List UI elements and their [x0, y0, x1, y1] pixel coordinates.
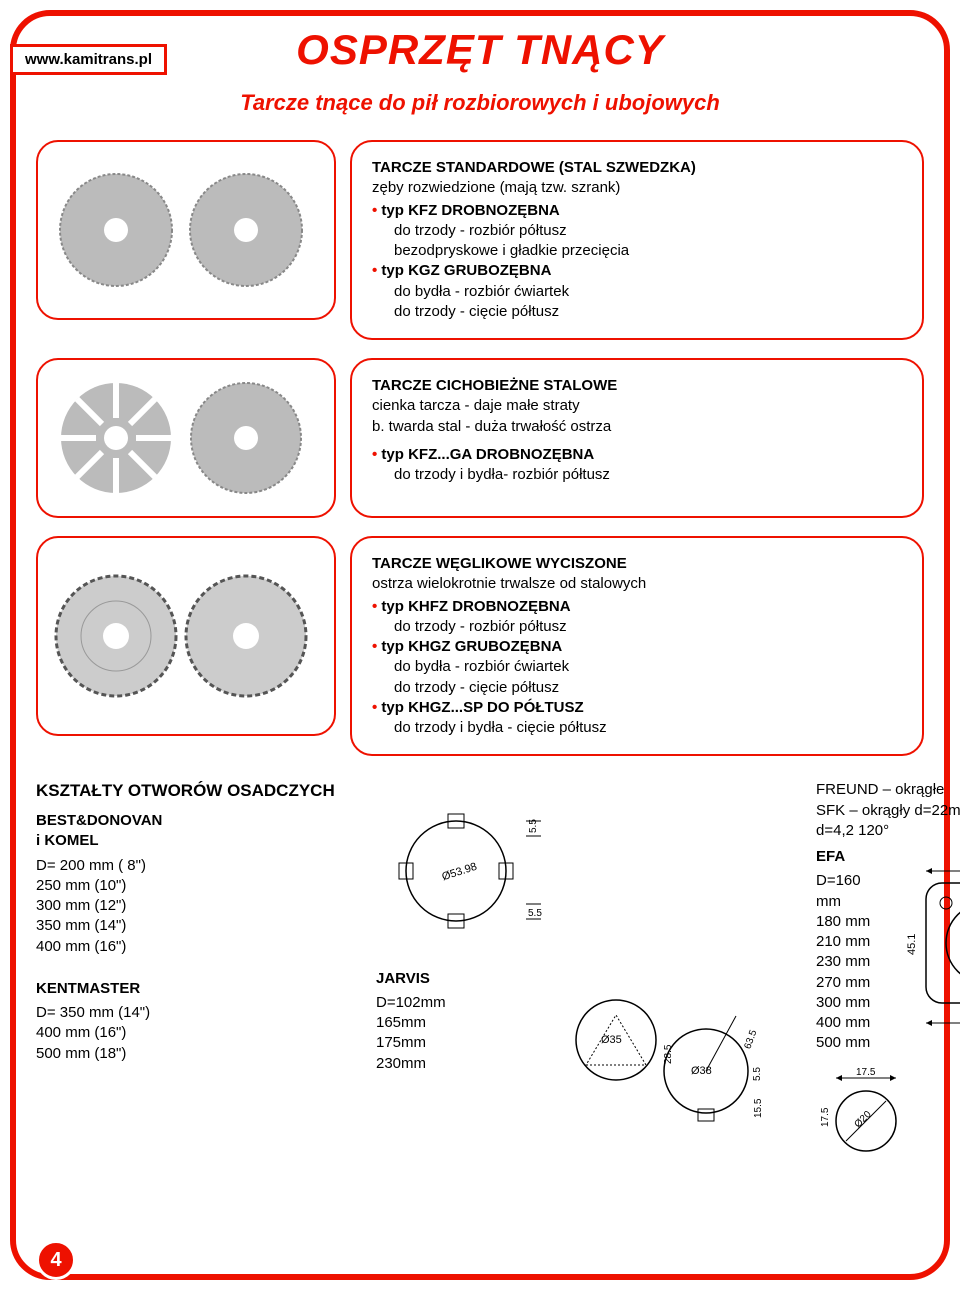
- efa-title: EFA: [816, 847, 886, 867]
- jv-row-3: 230mm: [376, 1054, 576, 1074]
- row-3: TARCZE WĘGLIKOWE WYCISZONE ostrza wielok…: [36, 536, 924, 756]
- efa-row-0: D=160 mm: [816, 871, 886, 912]
- efa-lw: 17.5: [856, 1067, 876, 1078]
- jv-row-2: 175mm: [376, 1033, 576, 1053]
- efa-sq-bore-diagram: Ø32 27.1: [956, 1066, 960, 1176]
- box1-item0-line0: do trzody - rozbiór półtusz: [372, 221, 902, 241]
- box1-sub: zęby rozwiedzione (mają tzw. szrank): [372, 178, 902, 198]
- efa-small-bore-diagram: 17.5 Ø20 17.5: [816, 1066, 936, 1176]
- bestdonovan-title: BEST&DONOVAN i KOMEL: [36, 811, 356, 852]
- box3-item0-line0: do trzody - rozbiór półtusz: [372, 617, 902, 637]
- sawblade-slots-icon: [46, 368, 326, 508]
- box3-item2-line0: do trzody i bydła - cięcie półtusz: [372, 718, 902, 738]
- box1-item-1: typ KGZ GRUBOZĘBNA do bydła - rozbiór ćw…: [372, 261, 902, 322]
- efa-bore-diagram: 45.1 Ø50 45.1 62 62: [896, 853, 960, 1043]
- box2-item-0: typ KFZ...GA DROBNOZĘBNA do trzody i byd…: [372, 445, 902, 486]
- bd-dia-label: Ø53.98: [440, 861, 478, 884]
- row-2: TARCZE CICHOBIEŻNE STALOWE cienka tarcza…: [36, 358, 924, 518]
- box1-heading: TARCZE STANDARDOWE (STAL SZWEDZKA): [372, 158, 902, 178]
- jv-dim3: 15.5: [753, 1098, 764, 1118]
- efa-row-6: 400 mm: [816, 1013, 886, 1033]
- box3-item-0: typ KHFZ DROBNOZĘBNA do trzody - rozbiór…: [372, 597, 902, 638]
- efa-row-1: 180 mm: [816, 912, 886, 932]
- box3-item-2: typ KHGZ...SP DO PÓŁTUSZ do trzody i byd…: [372, 698, 902, 739]
- text-box-2: TARCZE CICHOBIEŻNE STALOWE cienka tarcza…: [350, 358, 924, 518]
- sawblade-pair-icon: [46, 150, 326, 310]
- jv-row-0: D=102mm: [376, 993, 576, 1013]
- page-title: OSPRZĘT TNĄCY: [36, 26, 924, 74]
- box3-sub: ostrza wielokrotnie trwalsze od stalowyc…: [372, 574, 902, 594]
- text-box-1: TARCZE STANDARDOWE (STAL SZWEDZKA) zęby …: [350, 140, 924, 340]
- box3-heading: TARCZE WĘGLIKOWE WYCISZONE: [372, 554, 902, 574]
- box1-item1-line0: do bydła - rozbiór ćwiartek: [372, 282, 902, 302]
- bd-dim2: 5.5: [528, 908, 542, 919]
- box1-item-0: typ KFZ DROBNOZĘBNA do trzody - rozbiór …: [372, 201, 902, 262]
- box2-item0-line0: do trzody i bydła- rozbiór półtusz: [372, 465, 902, 485]
- km-row-2: 500 mm (18"): [36, 1044, 356, 1064]
- jv-dim1: 63.5: [742, 1028, 759, 1050]
- text-box-3: TARCZE WĘGLIKOWE WYCISZONE ostrza wielok…: [350, 536, 924, 756]
- page-number: 4: [36, 1240, 76, 1280]
- efa-row-2: 210 mm: [816, 932, 886, 952]
- box3-item2-label: typ KHGZ...SP DO PÓŁTUSZ: [381, 699, 583, 716]
- efa-row-3: 230 mm: [816, 952, 886, 972]
- sawblade-carbide-icon: [46, 546, 326, 726]
- blade-image-3: [36, 536, 336, 736]
- bd-bore-diagram: Ø53.98 5.5 5.5: [376, 786, 556, 956]
- jv-dim2: 5.5: [752, 1066, 763, 1080]
- box3-item-1: typ KHGZ GRUBOZĘBNA do bydła - rozbiór ć…: [372, 637, 902, 698]
- jv-row-1: 165mm: [376, 1013, 576, 1033]
- freund-line: FREUND – okrągłe: [816, 780, 960, 800]
- box1-item0-line1: bezodpryskowe i gładkie przecięcia: [372, 241, 902, 261]
- box3-item1-label: typ KHGZ GRUBOZĘBNA: [381, 638, 562, 655]
- bd-row-1: 250 mm (10"): [36, 876, 356, 896]
- box2-sub: cienka tarcza - daje małe straty b. twar…: [372, 396, 902, 437]
- efa-lh: 17.5: [820, 1107, 831, 1127]
- bd-row-4: 400 mm (16"): [36, 937, 356, 957]
- jarvis-bore-diagram: Ø38 63.5 5.5 15.5: [636, 981, 796, 1141]
- kentmaster-title: KENTMASTER: [36, 979, 356, 999]
- km-row-1: 400 mm (16"): [36, 1023, 356, 1043]
- diagrams-section: KSZTAŁTY OTWORÓW OSADCZYCH BEST&DONOVAN …: [36, 780, 924, 1175]
- box3-item1-line0: do bydła - rozbiór ćwiartek: [372, 657, 902, 677]
- diagrams-section-title: KSZTAŁTY OTWORÓW OSADCZYCH: [36, 780, 356, 803]
- box2-item0-label: typ KFZ...GA DROBNOZĘBNA: [381, 446, 594, 463]
- box1-item0-label: typ KFZ DROBNOZĘBNA: [381, 202, 559, 219]
- box1-item1-line1: do trzody - cięcie półtusz: [372, 302, 902, 322]
- bd-row-0: D= 200 mm ( 8"): [36, 856, 356, 876]
- efa-ld: Ø20: [853, 1108, 874, 1129]
- jv-dia: Ø38: [691, 1065, 712, 1077]
- row-1: TARCZE STANDARDOWE (STAL SZWEDZKA) zęby …: [36, 140, 924, 340]
- bd-dim1: 5.5: [528, 819, 539, 833]
- efa-row-7: 500 mm: [816, 1033, 886, 1053]
- efa-row-4: 270 mm: [816, 973, 886, 993]
- box3-item0-label: typ KHFZ DROBNOZĘBNA: [381, 598, 570, 615]
- box2-heading: TARCZE CICHOBIEŻNE STALOWE: [372, 376, 902, 396]
- sfk-line: SFK – okrągły d=22mm z 2 otw.pomocn. d=4…: [816, 801, 960, 842]
- box3-item1-line1: do trzody - cięcie półtusz: [372, 678, 902, 698]
- km-dia: Ø35: [601, 1034, 622, 1046]
- bd-row-2: 300 mm (12"): [36, 896, 356, 916]
- bd-row-3: 350 mm (14"): [36, 916, 356, 936]
- blade-image-2: [36, 358, 336, 518]
- jarvis-title: JARVIS: [376, 969, 576, 989]
- blade-image-1: [36, 140, 336, 320]
- box1-item1-label: typ KGZ GRUBOZĘBNA: [381, 262, 551, 279]
- efa-h1: 45.1: [906, 934, 918, 955]
- km-row-0: D= 350 mm (14"): [36, 1003, 356, 1023]
- efa-row-5: 300 mm: [816, 993, 886, 1013]
- url-badge: www.kamitrans.pl: [10, 44, 167, 75]
- subtitle: Tarcze tnące do pił rozbiorowych i ubojo…: [36, 90, 924, 116]
